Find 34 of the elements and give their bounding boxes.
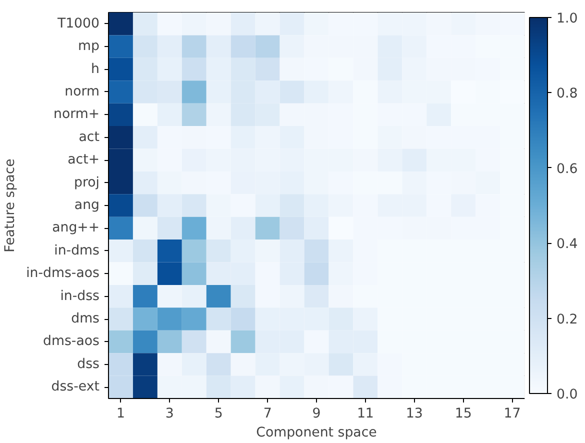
color-bar-label: 0.2 <box>556 312 578 328</box>
x-tick-label: 15 <box>454 406 472 422</box>
x-axis-title: Component space <box>256 426 377 440</box>
x-tick-label: 9 <box>312 406 321 422</box>
x-tick-label: 13 <box>406 406 423 422</box>
y-tick-label: ang++ <box>52 220 100 236</box>
color-bar-label: 0.0 <box>556 388 578 402</box>
x-tick-label: 11 <box>356 406 374 422</box>
y-tick-label: dms-aos <box>43 334 100 350</box>
y-tick-label: proj <box>74 175 100 190</box>
x-tick-label: 3 <box>165 406 174 422</box>
x-tick-label: 17 <box>504 406 521 422</box>
y-tick-label: T1000 <box>56 16 100 32</box>
y-tick-label: act+ <box>68 152 100 168</box>
x-tick-label: 1 <box>116 406 125 422</box>
y-tick-label: ang <box>74 198 100 213</box>
x-tick-label: 7 <box>263 406 272 422</box>
y-tick-label: norm+ <box>54 107 100 122</box>
y-tick-label: mp <box>78 39 100 54</box>
y-tick-label: act <box>78 130 100 145</box>
y-tick-label: in-dms <box>54 243 100 258</box>
color-bar-label: 0.6 <box>556 162 578 177</box>
color-bar-label: 0.8 <box>556 86 578 102</box>
y-tick-label: dms <box>71 312 100 327</box>
y-axis-title: Feature space <box>3 158 18 252</box>
y-tick-label: dss <box>77 356 100 372</box>
color-bar-label: 0.4 <box>556 237 578 252</box>
y-tick-label: dss-ext <box>51 380 100 395</box>
y-tick-label: in-dss <box>60 288 100 304</box>
y-tick-label: norm <box>64 84 100 100</box>
color-bar-label: 1.0 <box>556 12 578 26</box>
y-tick-label: in-dms-aos <box>26 266 100 282</box>
y-tick-label: h <box>91 62 100 77</box>
x-tick-label: 5 <box>214 406 223 422</box>
